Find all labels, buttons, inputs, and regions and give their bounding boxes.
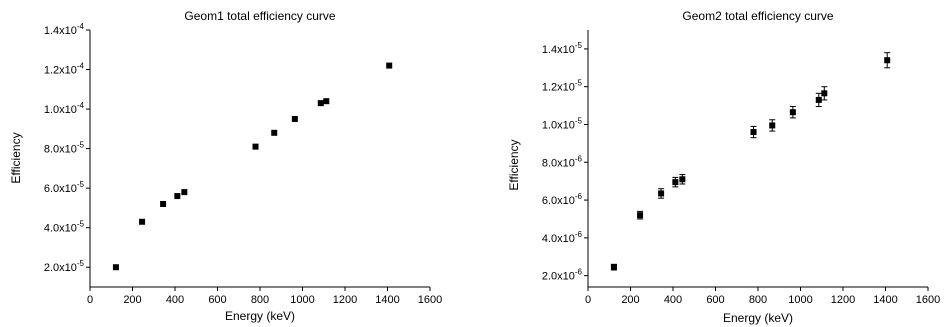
chart-geom1: Geom1 total efficiency curve Energy (keV… [9, 9, 442, 323]
y-tick-label: 1.2x10-5 [542, 79, 583, 94]
data-point [750, 129, 757, 136]
x-tick-label: 1600 [916, 294, 940, 306]
y-tick-label: 1.4x10-5 [542, 41, 583, 56]
x-axis-label: Energy (keV) [723, 311, 793, 325]
y-tick-label: 4.0x10-5 [44, 220, 85, 235]
data-point [291, 115, 298, 122]
y-tick-label: 6.0x10-5 [44, 180, 85, 195]
data-point [160, 200, 167, 207]
x-axis-label: Energy (keV) [225, 309, 295, 323]
x-tick-label: 0 [87, 294, 93, 306]
y-tick-label: 8.0x10-6 [542, 154, 583, 169]
y-axis-label: Efficiency [9, 132, 23, 183]
x-tick-label: 1400 [375, 294, 399, 306]
y-tick-label: 1.4x10-4 [44, 22, 85, 37]
x-tick-label: 1200 [333, 294, 357, 306]
y-axis-label: Efficiency [507, 139, 521, 190]
data-point [139, 218, 146, 225]
data-point [271, 129, 278, 136]
data-point [610, 264, 617, 271]
x-tick-label: 600 [208, 294, 226, 306]
y-tick-label: 2.0x10-5 [44, 259, 85, 274]
data-point [181, 189, 188, 196]
x-tick-label: 200 [621, 294, 639, 306]
x-tick-label: 400 [664, 294, 682, 306]
x-tick-label: 1200 [831, 294, 855, 306]
data-point [658, 190, 665, 197]
data-point [386, 62, 393, 69]
data-point [112, 264, 119, 271]
y-tick-label: 8.0x10-5 [44, 141, 85, 156]
data-point [637, 212, 644, 219]
data-point [252, 143, 259, 150]
x-tick-label: 800 [251, 294, 269, 306]
data-point [174, 193, 181, 200]
data-point [815, 96, 822, 103]
chart-title: Geom1 total efficiency curve [184, 9, 336, 23]
y-tick-label: 1.0x10-4 [44, 101, 85, 116]
y-tick-label: 2.0x10-6 [542, 268, 583, 283]
x-tick-label: 800 [749, 294, 767, 306]
y-tick-label: 4.0x10-6 [542, 230, 583, 245]
x-tick-label: 0 [585, 294, 591, 306]
y-tick-label: 1.2x10-4 [44, 62, 85, 77]
data-point [821, 90, 828, 97]
data-point [769, 122, 776, 129]
data-point [789, 109, 796, 116]
x-tick-label: 1000 [290, 294, 314, 306]
chart-geom2: Geom2 total efficiency curve Energy (keV… [507, 9, 940, 325]
data-point [317, 100, 324, 107]
data-point [323, 98, 330, 105]
x-tick-label: 600 [706, 294, 724, 306]
data-point [884, 57, 891, 64]
x-tick-label: 200 [123, 294, 141, 306]
x-tick-label: 1000 [788, 294, 812, 306]
x-tick-label: 1600 [418, 294, 442, 306]
chart-title: Geom2 total efficiency curve [682, 9, 834, 23]
x-tick-label: 400 [166, 294, 184, 306]
data-point [679, 176, 686, 183]
y-tick-label: 6.0x10-6 [542, 192, 583, 207]
data-point [672, 179, 679, 186]
y-tick-label: 1.0x10-5 [542, 116, 583, 131]
x-tick-label: 1400 [873, 294, 897, 306]
